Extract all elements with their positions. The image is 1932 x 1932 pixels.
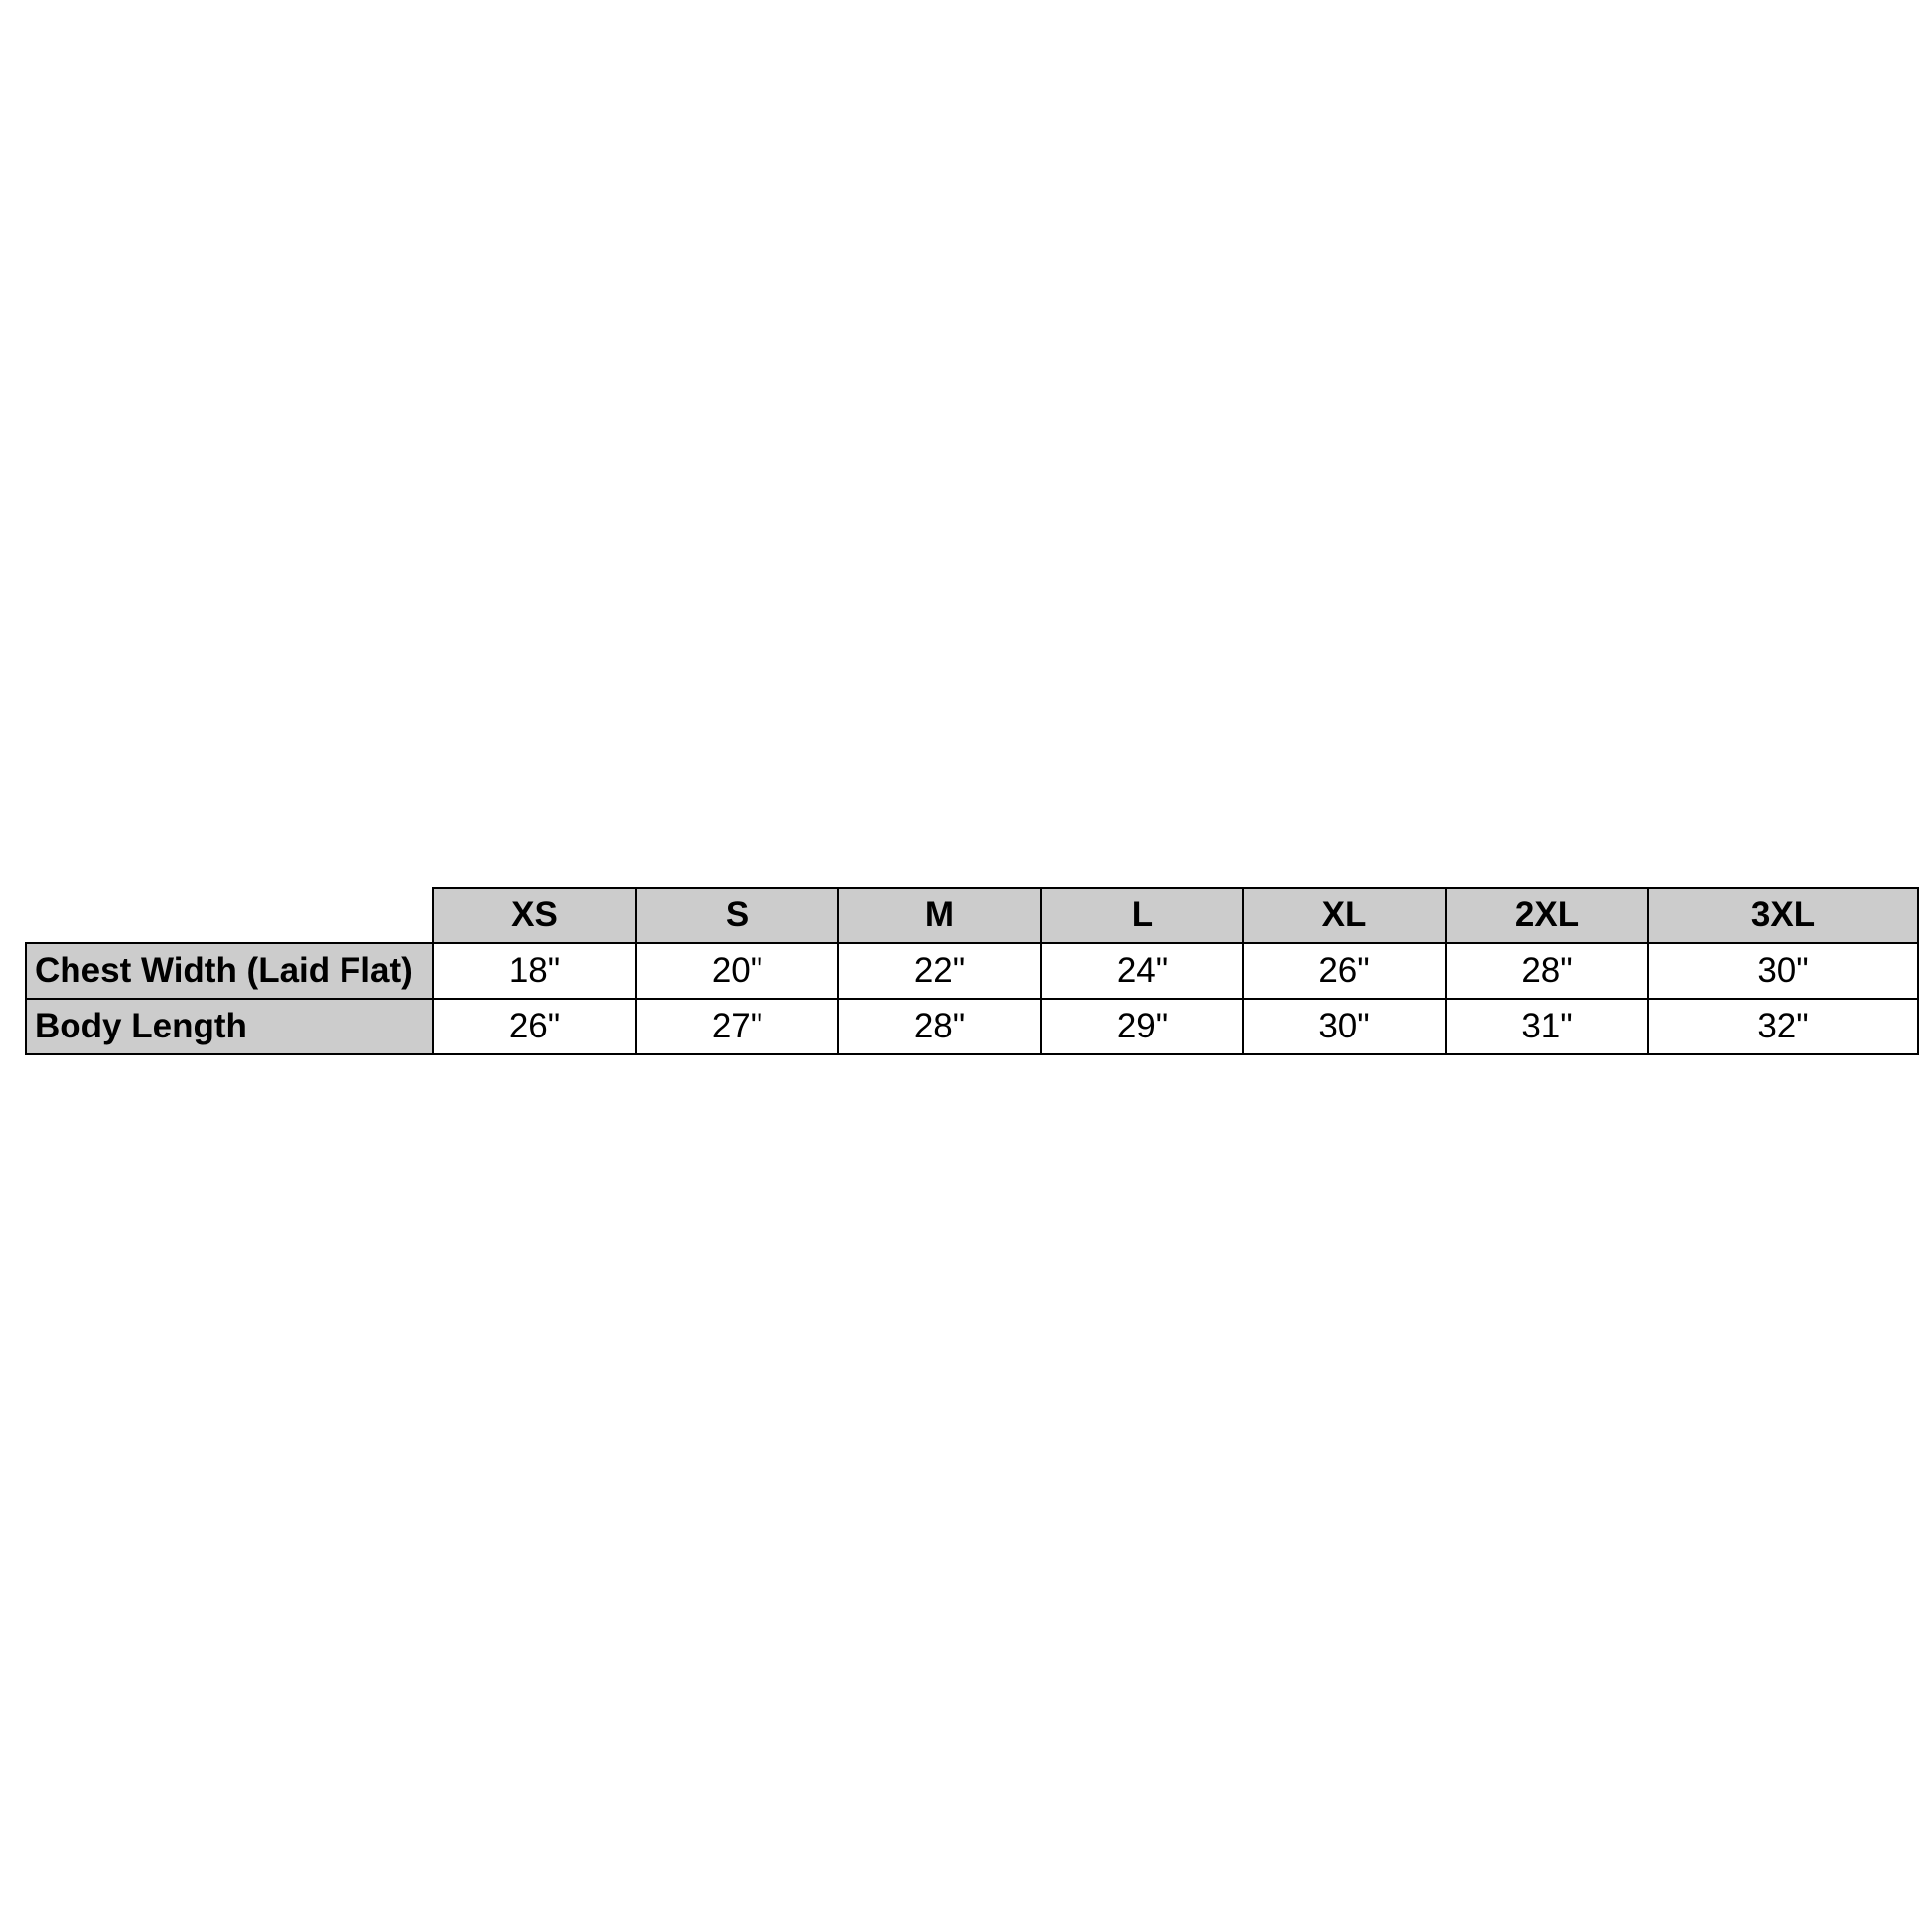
table-cell: 22": [837, 942, 1042, 1000]
table-cell: 31": [1445, 998, 1649, 1055]
table-cell: 30": [1647, 942, 1919, 1000]
size-header: XS: [432, 887, 637, 944]
table-cell: 26": [1242, 942, 1447, 1000]
table-cell: 18": [432, 942, 637, 1000]
row-label: Body Length: [25, 998, 434, 1055]
size-header: M: [837, 887, 1042, 944]
size-header: L: [1040, 887, 1244, 944]
table-cell: 20": [635, 942, 839, 1000]
corner-cell: [26, 888, 433, 944]
table-cell: 29": [1040, 998, 1244, 1055]
size-header: S: [635, 887, 839, 944]
table-cell: 28": [837, 998, 1042, 1055]
table-cell: 32": [1647, 998, 1919, 1055]
size-header: 2XL: [1445, 887, 1649, 944]
table-row: Chest Width (Laid Flat) 18" 20" 22" 24" …: [25, 942, 1919, 1000]
table-cell: 26": [432, 998, 637, 1055]
table-row: Body Length 26" 27" 28" 29" 30" 31" 32": [25, 998, 1919, 1055]
table-cell: 27": [635, 998, 839, 1055]
header-row: XS S M L XL 2XL 3XL: [26, 887, 1919, 944]
table-cell: 30": [1242, 998, 1447, 1055]
size-header: 3XL: [1647, 887, 1919, 944]
table-cell: 24": [1040, 942, 1244, 1000]
size-header: XL: [1242, 887, 1447, 944]
size-chart-table: XS S M L XL 2XL 3XL Chest Width (Laid Fl…: [25, 887, 1919, 1055]
row-label: Chest Width (Laid Flat): [25, 942, 434, 1000]
table-cell: 28": [1445, 942, 1649, 1000]
